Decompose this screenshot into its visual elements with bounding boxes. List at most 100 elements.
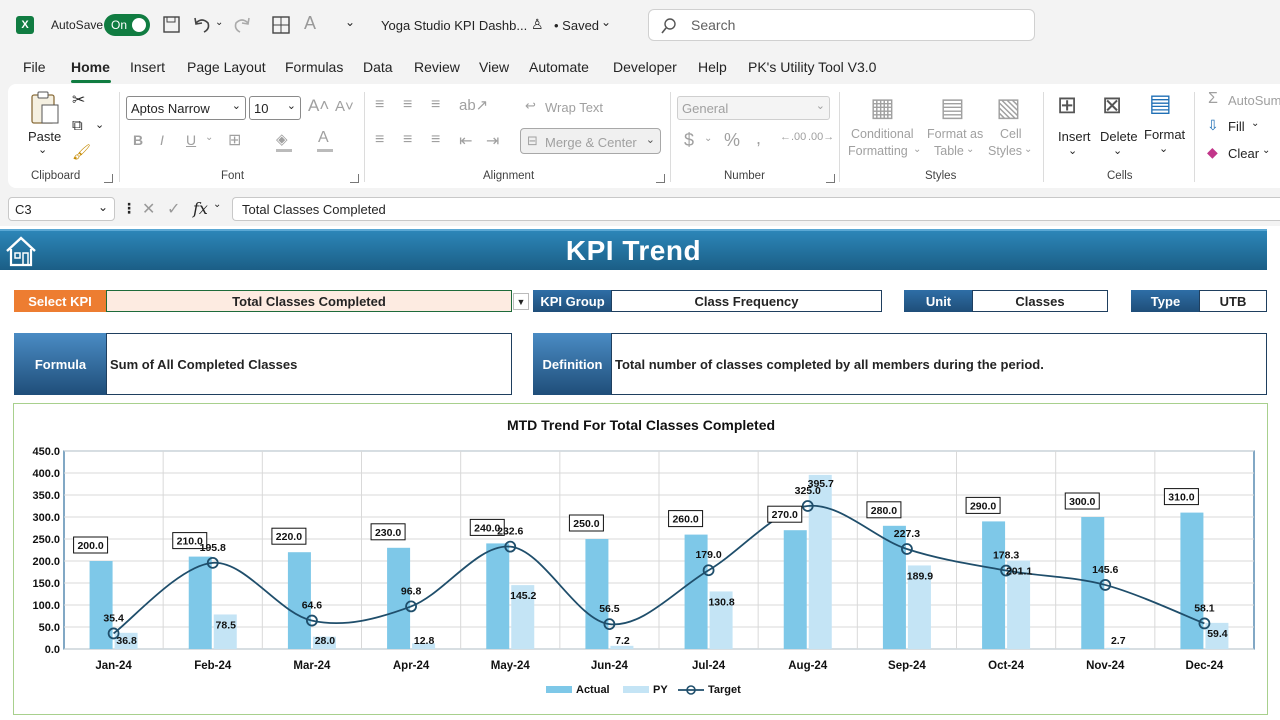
- borders-ribbon-icon[interactable]: ⊞: [228, 132, 242, 149]
- insert-function-icon[interactable]: fx: [193, 199, 208, 218]
- conditional-formatting-label-2[interactable]: Formatting: [848, 144, 908, 158]
- align-center-icon[interactable]: ≡: [403, 131, 413, 148]
- clear-icon[interactable]: ◆: [1207, 144, 1218, 160]
- delete-dropdown-icon[interactable]: ⌄: [1113, 145, 1123, 157]
- decrease-indent-icon[interactable]: ⇤: [459, 133, 473, 150]
- clear-dropdown-icon[interactable]: ⌄: [1262, 145, 1271, 156]
- redo-icon[interactable]: [232, 15, 252, 35]
- autosave-toggle[interactable]: On: [104, 14, 150, 36]
- fx-dropdown-icon[interactable]: ⌄: [213, 199, 222, 210]
- search-box[interactable]: Search: [648, 9, 1035, 41]
- clear-button[interactable]: Clear: [1228, 146, 1260, 161]
- font-name-select[interactable]: Aptos Narrow ⌄: [126, 96, 246, 120]
- insert-dropdown-icon[interactable]: ⌄: [1068, 145, 1078, 157]
- italic-icon[interactable]: I: [160, 132, 164, 148]
- number-format-select[interactable]: General ⌄: [677, 96, 830, 120]
- comma-icon[interactable]: ,: [756, 128, 762, 148]
- customize-qat-icon[interactable]: ⌄: [345, 15, 356, 29]
- fill-button[interactable]: Fill: [1228, 119, 1245, 134]
- cut-icon[interactable]: ✂: [72, 92, 86, 109]
- delete-cells-button[interactable]: Delete: [1100, 129, 1138, 144]
- format-as-table-label-1[interactable]: Format as: [927, 127, 984, 141]
- increase-font-icon[interactable]: A˄: [308, 96, 330, 115]
- cancel-icon[interactable]: ✕: [142, 201, 156, 218]
- format-as-table-label-2[interactable]: Table: [934, 144, 964, 158]
- select-kpi-dropdown-icon[interactable]: ▼: [513, 293, 529, 310]
- tab-home[interactable]: Home: [71, 59, 110, 75]
- tab-pk-utility[interactable]: PK's Utility Tool V3.0: [748, 59, 877, 75]
- format-cells-button[interactable]: Format: [1144, 127, 1186, 142]
- copy-icon[interactable]: ⧉: [72, 117, 83, 134]
- currency-dropdown-icon[interactable]: ⌄: [704, 133, 713, 144]
- tab-help[interactable]: Help: [698, 59, 727, 75]
- number-launcher-icon[interactable]: [826, 174, 835, 183]
- bold-icon[interactable]: B: [133, 132, 144, 148]
- tab-insert[interactable]: Insert: [130, 59, 166, 75]
- tab-review[interactable]: Review: [414, 59, 460, 75]
- tab-formulas[interactable]: Formulas: [285, 59, 344, 75]
- wrap-text-button[interactable]: Wrap Text: [545, 100, 604, 115]
- paste-dropdown-icon[interactable]: ⌄: [38, 144, 48, 156]
- share-people-icon[interactable]: ♙: [531, 16, 544, 32]
- paste-icon[interactable]: [28, 91, 60, 125]
- fill-dropdown-icon[interactable]: ⌄: [1251, 118, 1260, 129]
- merge-center-button[interactable]: ⊟ Merge & Center ⌄: [520, 128, 661, 154]
- font-color-ribbon-icon[interactable]: A: [318, 129, 329, 146]
- cell-styles-label-2[interactable]: Styles: [988, 144, 1023, 158]
- tab-file[interactable]: File: [23, 59, 46, 75]
- conditional-dropdown-icon[interactable]: ⌄: [913, 144, 922, 155]
- increase-decimal-icon[interactable]: ←.00: [780, 131, 807, 143]
- align-top-icon[interactable]: ≡: [375, 96, 385, 113]
- enter-icon[interactable]: ✓: [167, 201, 181, 218]
- underline-dropdown-icon[interactable]: ⌄: [205, 132, 214, 143]
- copy-dropdown-icon[interactable]: ⌄: [95, 119, 105, 131]
- orientation-icon[interactable]: ab↗: [459, 97, 489, 114]
- alignment-launcher-icon[interactable]: [656, 174, 665, 183]
- tab-view[interactable]: View: [479, 59, 510, 75]
- fill-color-icon[interactable]: ◈: [276, 131, 288, 148]
- select-kpi-input[interactable]: Total Classes Completed: [106, 290, 512, 312]
- font-launcher-icon[interactable]: [350, 174, 359, 183]
- saved-status[interactable]: • Saved: [554, 18, 600, 33]
- formula-options-icon[interactable]: ⋮: [122, 200, 136, 216]
- format-dropdown-icon[interactable]: ⌄: [1159, 143, 1169, 155]
- cell-styles-label-1[interactable]: Cell: [1000, 127, 1022, 141]
- wrap-text-icon[interactable]: ↩: [525, 98, 536, 113]
- format-painter-icon[interactable]: 🖌: [72, 144, 92, 161]
- home-icon[interactable]: [4, 235, 38, 267]
- search-input[interactable]: Search: [691, 17, 736, 33]
- align-bottom-icon[interactable]: ≡: [431, 96, 441, 113]
- conditional-formatting-label-1[interactable]: Conditional: [851, 127, 914, 141]
- conditional-formatting-icon[interactable]: ▦: [870, 92, 895, 122]
- chart-container[interactable]: MTD Trend For Total Classes Completed 0.…: [13, 403, 1268, 715]
- underline-icon[interactable]: U: [186, 132, 197, 148]
- cell-styles-icon[interactable]: ▧: [996, 92, 1021, 122]
- format-as-table-icon[interactable]: ▤: [940, 92, 965, 122]
- insert-cells-icon[interactable]: ⊞: [1057, 92, 1078, 119]
- format-cells-icon[interactable]: ▤: [1149, 90, 1172, 117]
- font-color-icon[interactable]: A: [304, 13, 317, 33]
- font-size-select[interactable]: 10 ⌄: [249, 96, 301, 120]
- insert-cells-button[interactable]: Insert: [1058, 129, 1091, 144]
- formula-input[interactable]: Total Classes Completed: [232, 197, 1280, 221]
- save-icon[interactable]: [162, 15, 182, 35]
- align-right-icon[interactable]: ≡: [431, 131, 441, 148]
- decrease-decimal-icon[interactable]: .00→: [808, 131, 835, 143]
- tab-developer[interactable]: Developer: [613, 59, 677, 75]
- name-box[interactable]: C3 ⌄: [8, 197, 115, 221]
- align-middle-icon[interactable]: ≡: [403, 96, 413, 113]
- percent-icon[interactable]: %: [724, 130, 741, 150]
- clipboard-launcher-icon[interactable]: [104, 174, 113, 183]
- fill-icon[interactable]: ⇩: [1207, 117, 1219, 133]
- increase-indent-icon[interactable]: ⇥: [486, 133, 500, 150]
- document-title[interactable]: Yoga Studio KPI Dashb...: [381, 18, 528, 33]
- cell-styles-dropdown-icon[interactable]: ⌄: [1024, 144, 1033, 155]
- tab-automate[interactable]: Automate: [529, 59, 589, 75]
- autosum-button[interactable]: AutoSum: [1228, 93, 1280, 108]
- tab-data[interactable]: Data: [363, 59, 393, 75]
- decrease-font-icon[interactable]: A˅: [335, 98, 354, 115]
- borders-icon[interactable]: [272, 16, 290, 34]
- saved-dropdown-icon[interactable]: ⌄: [601, 15, 612, 29]
- autosum-icon[interactable]: Σ: [1208, 90, 1218, 107]
- undo-icon[interactable]: [192, 15, 212, 35]
